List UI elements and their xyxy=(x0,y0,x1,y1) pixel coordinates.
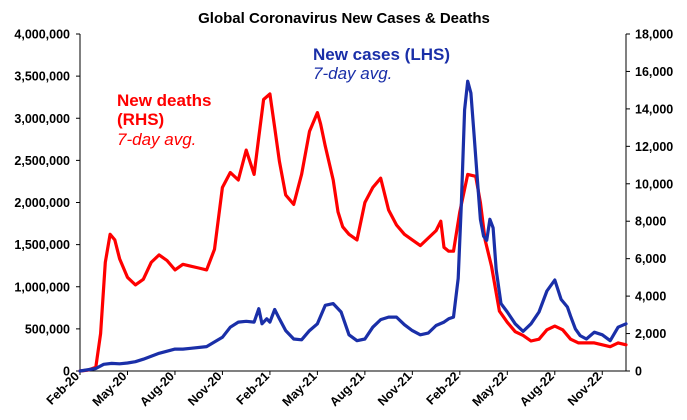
deaths-annotation-axis-label: (RHS) xyxy=(117,110,164,129)
right-y-tick-label: 18,000 xyxy=(635,28,673,42)
deaths-annotation: New deaths (RHS) 7-day avg. xyxy=(117,91,211,149)
left-y-tick-label: 2,500,000 xyxy=(14,154,70,168)
cases-annotation: New cases (LHS) 7-day avg. xyxy=(313,45,450,83)
left-y-tick-label: 2,000,000 xyxy=(14,196,70,210)
left-y-axis-ticks: 0 500,000 1,000,000 1,500,000 2,000,000 2,500… xyxy=(14,28,80,379)
right-y-tick-label: 2,000 xyxy=(635,327,666,341)
chart-title: Global Coronavirus New Cases & Deaths xyxy=(198,10,490,27)
x-tick-label: Aug-20 xyxy=(137,369,177,409)
series-lines xyxy=(78,79,628,373)
cases-annotation-sublabel: 7-day avg. xyxy=(313,64,392,83)
deaths-annotation-sublabel: 7-day avg. xyxy=(117,130,196,149)
x-tick-label: Feb-22 xyxy=(424,369,462,407)
right-y-tick-label: 6,000 xyxy=(635,252,666,266)
right-y-tick-label: 12,000 xyxy=(635,140,673,154)
left-y-tick-label: 3,500,000 xyxy=(14,70,70,84)
right-y-axis-ticks: 0 2,000 4,000 6,000 8,000 10,000 12,000 14,000 1… xyxy=(626,28,673,379)
left-y-tick-label: 500,000 xyxy=(25,322,70,336)
x-tick-label: Nov-20 xyxy=(185,369,224,408)
right-y-tick-label: 4,000 xyxy=(635,290,666,304)
new-deaths-line xyxy=(78,92,628,373)
right-y-tick-label: 10,000 xyxy=(635,177,673,191)
left-y-tick-label: 1,000,000 xyxy=(14,280,70,294)
left-y-tick-label: 3,000,000 xyxy=(14,112,70,126)
cases-annotation-label: New cases (LHS) xyxy=(313,45,450,64)
right-y-tick-label: 0 xyxy=(635,365,642,379)
x-tick-label: May-20 xyxy=(90,369,130,409)
right-y-tick-label: 8,000 xyxy=(635,215,666,229)
deaths-annotation-label: New deaths xyxy=(117,91,211,110)
right-y-tick-label: 14,000 xyxy=(635,102,673,116)
x-tick-label: Nov-21 xyxy=(375,369,414,408)
new-cases-line xyxy=(78,79,628,373)
x-axis-ticks: Feb-20 May-20 Aug-20 Nov-20 Feb-21 May-21 Aug-… xyxy=(44,369,605,409)
right-y-tick-label: 16,000 xyxy=(635,65,673,79)
x-tick-label: Feb-21 xyxy=(234,369,272,407)
x-tick-label: Aug-22 xyxy=(517,369,557,409)
left-y-tick-label: 4,000,000 xyxy=(14,28,70,42)
x-tick-label: Aug-21 xyxy=(327,369,367,409)
left-y-tick-label: 1,500,000 xyxy=(14,238,70,252)
left-y-tick-label: 0 xyxy=(63,365,70,379)
axes xyxy=(79,34,627,372)
x-tick-label: Nov-22 xyxy=(565,369,604,408)
x-tick-label: May-22 xyxy=(470,369,510,409)
x-tick-label: May-21 xyxy=(280,369,320,409)
